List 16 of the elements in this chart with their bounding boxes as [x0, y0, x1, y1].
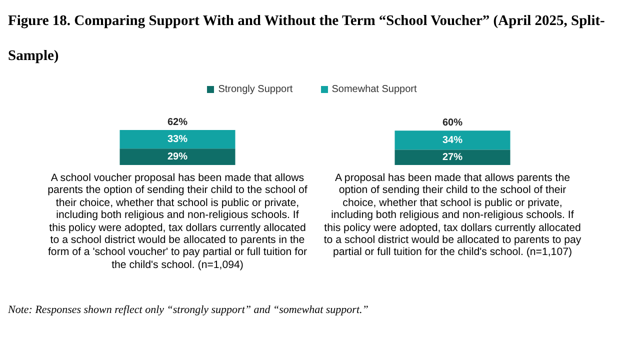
data-label: 34% — [442, 134, 463, 146]
x-tick-label: A school voucher proposal has been made that allows parents the option of sending their child to the school of their choice, whether that school is public or private, including both religious and non-religious schools. If this policy were adopted, tax dollars currently allocated to a school district would be allocated to parents in the form of a 'school voucher' to pay partial or full tuition for the child's school. (n=1,094) — [46, 172, 308, 272]
legend-label: Strongly Support — [218, 84, 293, 95]
data-label: 33% — [167, 134, 188, 146]
total-label: 62% — [167, 116, 188, 128]
bar — [394, 130, 510, 150]
bar — [394, 150, 510, 165]
data-label: 29% — [167, 152, 188, 163]
bar — [120, 148, 236, 165]
chart-title: Figure 18. Comparing Support With and Without the Term “School Voucher” (April 2025, Split-Sample) — [8, 13, 605, 64]
x-tick-label: A proposal has been made that allows parents the option of sending their child to the school of their choice, whether that school is public or private, including both religious and non-religious schools. If this policy were adopted, tax dollars currently allocated to a school district would be allocated to parents to pay partial or full tuition for the child's school. (n=1,107) — [322, 172, 582, 259]
total-label: 60% — [442, 117, 463, 128]
legend-label: Somewhat Support — [332, 84, 417, 95]
bar — [120, 130, 236, 149]
data-label: 27% — [442, 152, 463, 164]
text: Note: Responses shown reflect only “strongly support” and “somewhat support.” — [8, 303, 368, 318]
